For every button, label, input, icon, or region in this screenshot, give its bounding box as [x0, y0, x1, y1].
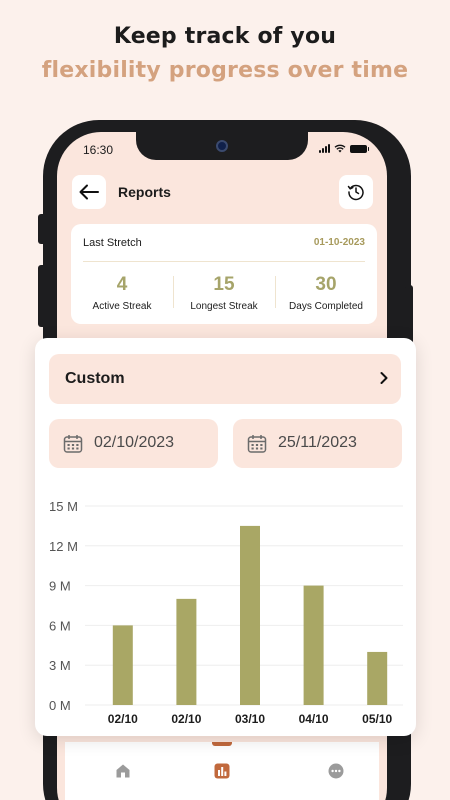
- headline-title: Keep track of you: [113, 24, 337, 49]
- history-button[interactable]: [339, 175, 373, 209]
- back-button[interactable]: [72, 175, 106, 209]
- stats-title: Last Stretch: [83, 237, 142, 249]
- chart-bar: [112, 625, 133, 705]
- chart-bar: [176, 598, 197, 705]
- chevron-right-icon: [380, 372, 388, 384]
- start-date-field[interactable]: 02/10/2023: [49, 419, 218, 468]
- stat-days-completed: 30 Days Completed: [275, 274, 377, 312]
- last-stretch-card: Last Stretch 01-10-2023 4 Active Streak …: [71, 224, 377, 324]
- chart-bar: [367, 651, 388, 705]
- battery-icon: [350, 144, 369, 153]
- stat-longest-streak: 15 Longest Streak: [173, 274, 275, 312]
- end-date-value: 25/11/2023: [278, 434, 357, 451]
- stat-value: 30: [315, 274, 337, 295]
- y-tick-label: 3 M: [49, 658, 71, 673]
- stat-label: Active Streak: [92, 301, 152, 312]
- wifi-icon: [334, 144, 346, 153]
- calendar-icon: [247, 435, 267, 453]
- signal-icon: [319, 144, 330, 153]
- x-tick-label: 05/10: [362, 712, 392, 726]
- stat-value: 4: [116, 274, 128, 295]
- report-filter-panel: Custom 02/10/2023 25/11/2023 0 M 3 M 6 M 9 …: [35, 338, 416, 736]
- x-tick-label: 03/10: [235, 712, 265, 726]
- chart-bar: [303, 585, 324, 705]
- end-date-field[interactable]: 25/11/2023: [233, 419, 402, 468]
- stat-value: 15: [213, 274, 235, 295]
- divider: [173, 276, 174, 308]
- x-tick-label: 02/10: [108, 712, 138, 726]
- range-selector[interactable]: Custom: [49, 354, 401, 404]
- stat-label: Days Completed: [289, 301, 363, 312]
- range-label: Custom: [65, 370, 125, 387]
- camera-icon: [216, 140, 228, 152]
- arrow-left-icon: [79, 184, 99, 200]
- stat-active-streak: 4 Active Streak: [71, 274, 173, 312]
- status-icons: [319, 144, 369, 153]
- divider: [275, 276, 276, 308]
- status-time: 16:30: [83, 143, 114, 157]
- stat-label: Longest Streak: [190, 301, 258, 312]
- calendar-icon: [63, 435, 83, 453]
- page-title: Reports: [118, 184, 171, 200]
- bottom-nav: [65, 742, 379, 800]
- clock-history-icon: [347, 184, 364, 201]
- x-tick-label: 04/10: [299, 712, 329, 726]
- y-tick-label: 6 M: [49, 618, 71, 633]
- stats-date: 01-10-2023: [313, 237, 365, 248]
- volume-up-button: [38, 265, 46, 327]
- reports-icon[interactable]: [213, 762, 231, 780]
- more-icon[interactable]: [327, 762, 345, 780]
- progress-bar-chart: 0 M 3 M 6 M 9 M 12 M 15 M 02/10 02/10 03/10 04/10…: [49, 499, 403, 726]
- chart-bar: [240, 525, 260, 705]
- power-button: [405, 285, 413, 373]
- start-date-value: 02/10/2023: [94, 434, 175, 451]
- y-tick-label: 0 M: [49, 698, 71, 713]
- x-tick-label: 02/10: [171, 712, 201, 726]
- home-icon[interactable]: [114, 762, 132, 780]
- y-tick-label: 15 M: [49, 499, 78, 514]
- active-tab-indicator: [212, 742, 232, 746]
- headline-subtitle: flexibility progress over time: [41, 58, 409, 83]
- divider: [83, 261, 365, 262]
- y-tick-label: 12 M: [49, 539, 78, 554]
- mute-switch: [38, 214, 46, 244]
- y-tick-label: 9 M: [49, 579, 71, 594]
